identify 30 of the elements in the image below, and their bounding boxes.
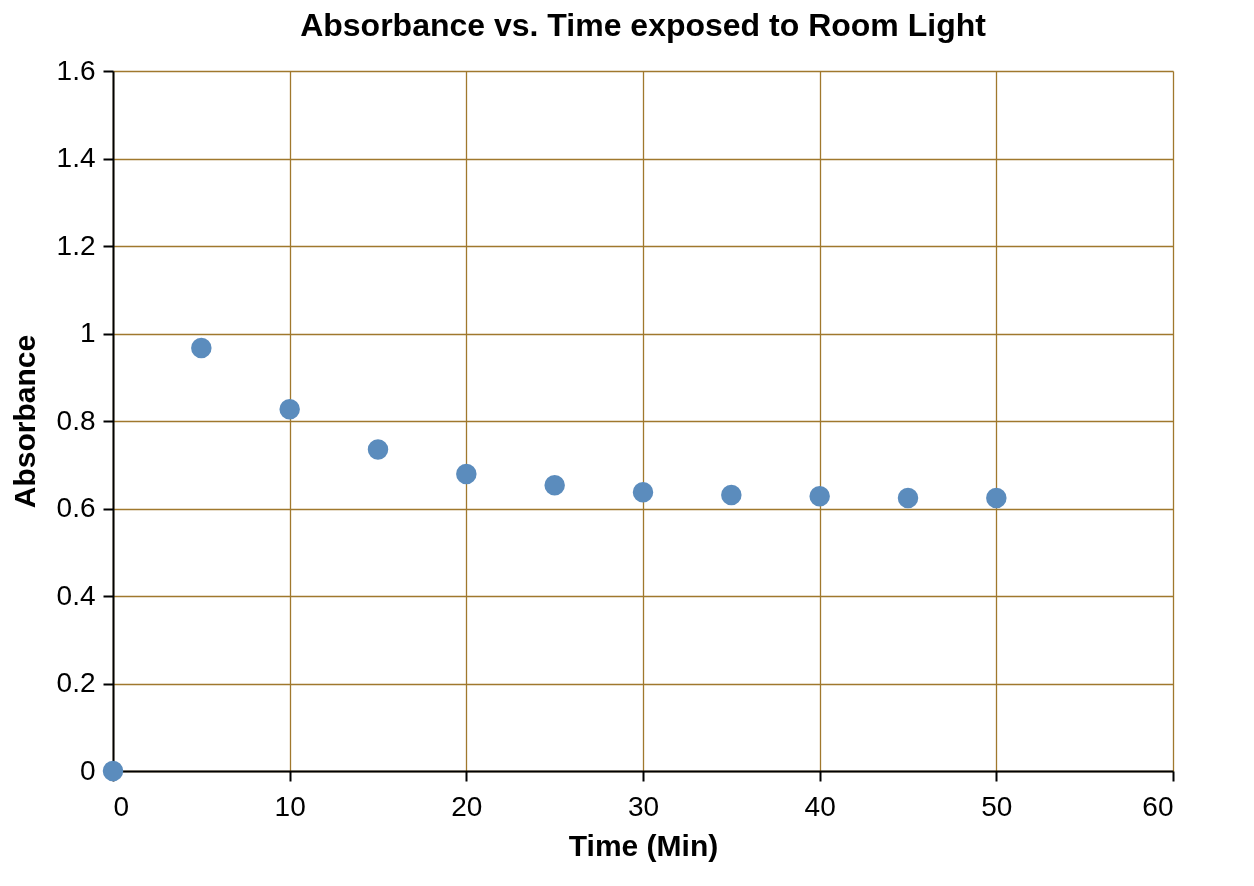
- point: [809, 486, 830, 507]
- y-tick-label: 0: [79, 754, 96, 786]
- x-tick-label: 60: [1142, 790, 1174, 822]
- y-tick-label: 1.4: [56, 142, 96, 173]
- point: [367, 439, 389, 460]
- y-tick-label: 1: [79, 317, 96, 348]
- x-tick-label: 40: [804, 790, 836, 822]
- point: [544, 475, 565, 496]
- y-tick-label: 0.6: [56, 492, 96, 523]
- x-axis-title: Time (Min): [568, 828, 719, 862]
- x-tick-label: 50: [981, 790, 1013, 822]
- x-tick-label: 0: [113, 790, 130, 822]
- point: [279, 398, 300, 420]
- x-tick-label: 20: [451, 790, 483, 822]
- y-tick-label: 0.4: [56, 579, 96, 611]
- point: [456, 463, 477, 485]
- x-tick-label: 10: [274, 790, 306, 822]
- y-tick-label: 0.8: [56, 404, 96, 436]
- point: [897, 487, 919, 509]
- point: [102, 760, 124, 782]
- x-tick-label: 30: [627, 790, 660, 822]
- point: [191, 337, 212, 359]
- y-axis-title: Absorbance: [7, 334, 41, 509]
- point: [721, 484, 742, 506]
- y-tick-label: 1.6: [56, 54, 96, 86]
- point: [632, 482, 654, 503]
- chart-title: Absorbance vs. Time exposed to Room Light: [300, 7, 987, 43]
- point: [986, 487, 1007, 509]
- y-tick-label: 1.2: [56, 229, 96, 261]
- y-tick-label: 0.2: [56, 667, 96, 698]
